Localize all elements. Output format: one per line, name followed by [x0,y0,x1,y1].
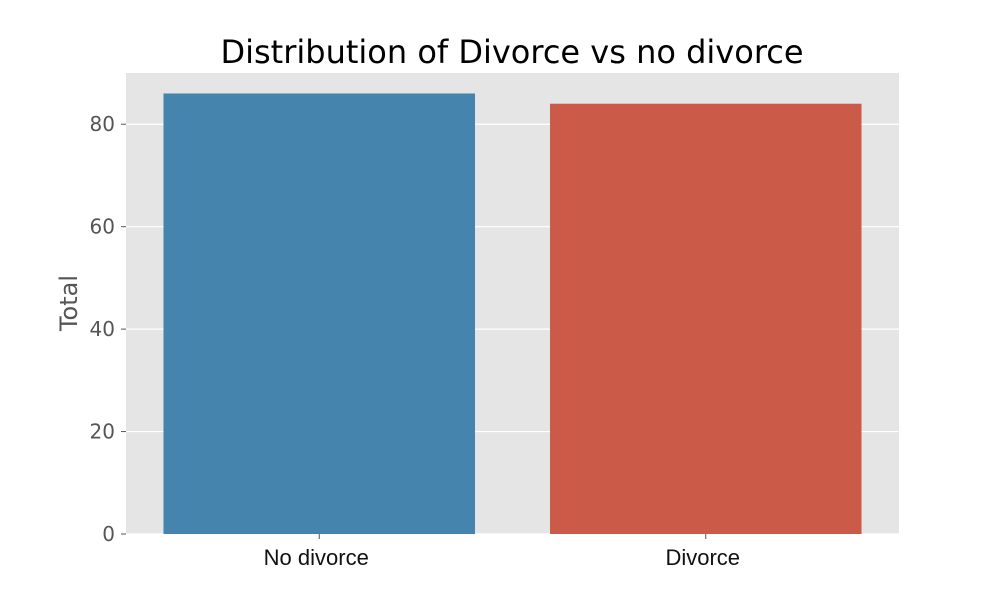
y-axis-label: Total [55,275,83,332]
y-axis-ticks: 0 20 40 60 80 [90,112,126,546]
y-tick-label: 0 [102,522,115,546]
bar-no-divorce [163,93,476,534]
y-tick-label: 60 [90,215,115,239]
bars [163,93,862,534]
y-tick-label: 20 [90,420,115,444]
x-tick-label: No divorce [264,545,369,570]
bar-divorce [549,103,862,534]
x-axis-ticks: No divorce Divorce [264,534,740,570]
chart-title: Distribution of Divorce vs no divorce [220,33,803,71]
y-tick-label: 40 [90,317,115,341]
y-tick-label: 80 [90,112,115,136]
x-tick-label: Divorce [665,545,740,570]
